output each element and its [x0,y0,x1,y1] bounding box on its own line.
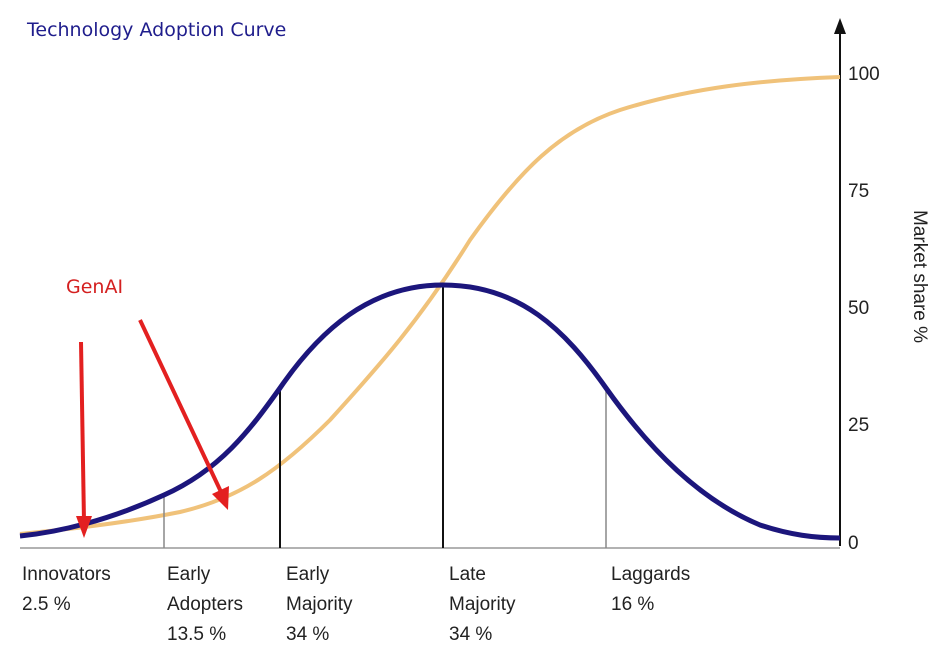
genai-arrowhead-innovators [76,516,92,538]
y-tick-0: 0 [848,533,859,554]
y-tick-75: 75 [848,181,870,202]
segment-laggards: Laggards 16 % [611,560,690,620]
genai-arrow-innovators [79,341,86,523]
y-tick-100: 100 [848,64,880,85]
y-axis-arrowhead [834,18,846,34]
genai-arrow-early-adopters [138,319,224,495]
segment-early-adopters-share: 13.5 % [167,624,227,645]
segment-laggards-name: Laggards [611,564,691,585]
segment-innovators-share: 2.5 % [22,594,71,615]
genai-arrowhead-early-adopters [212,486,229,510]
segment-early-majority-share: 34 % [286,624,330,645]
y-tick-25: 25 [848,415,870,436]
bell-curve [19,282,841,541]
segment-innovators-name: Innovators [22,564,111,585]
segment-laggards-share: 16 % [611,594,655,615]
page-title: Technology Adoption Curve [27,19,287,41]
y-tick-50: 50 [848,298,870,319]
segment-early-adopters: Early Adopters 13.5 % [167,560,243,650]
segment-early-majority-name-2: Majority [286,594,353,615]
genai-annotation: GenAI [66,276,124,298]
cumulative-adoption-curve [19,75,841,536]
segment-late-majority-share: 34 % [449,624,493,645]
segment-late-majority-name-1: Late [449,564,486,585]
y-axis-label: Market share % [909,210,930,344]
segment-early-majority: Early Majority 34 % [286,560,353,650]
segment-early-adopters-name-2: Adopters [167,594,244,615]
segment-late-majority-name-2: Majority [449,594,516,615]
segment-early-adopters-name-1: Early [167,564,211,585]
segment-late-majority: Late Majority 34 % [449,560,516,650]
segment-early-majority-name-1: Early [286,564,330,585]
segment-innovators: Innovators 2.5 % [22,560,111,620]
